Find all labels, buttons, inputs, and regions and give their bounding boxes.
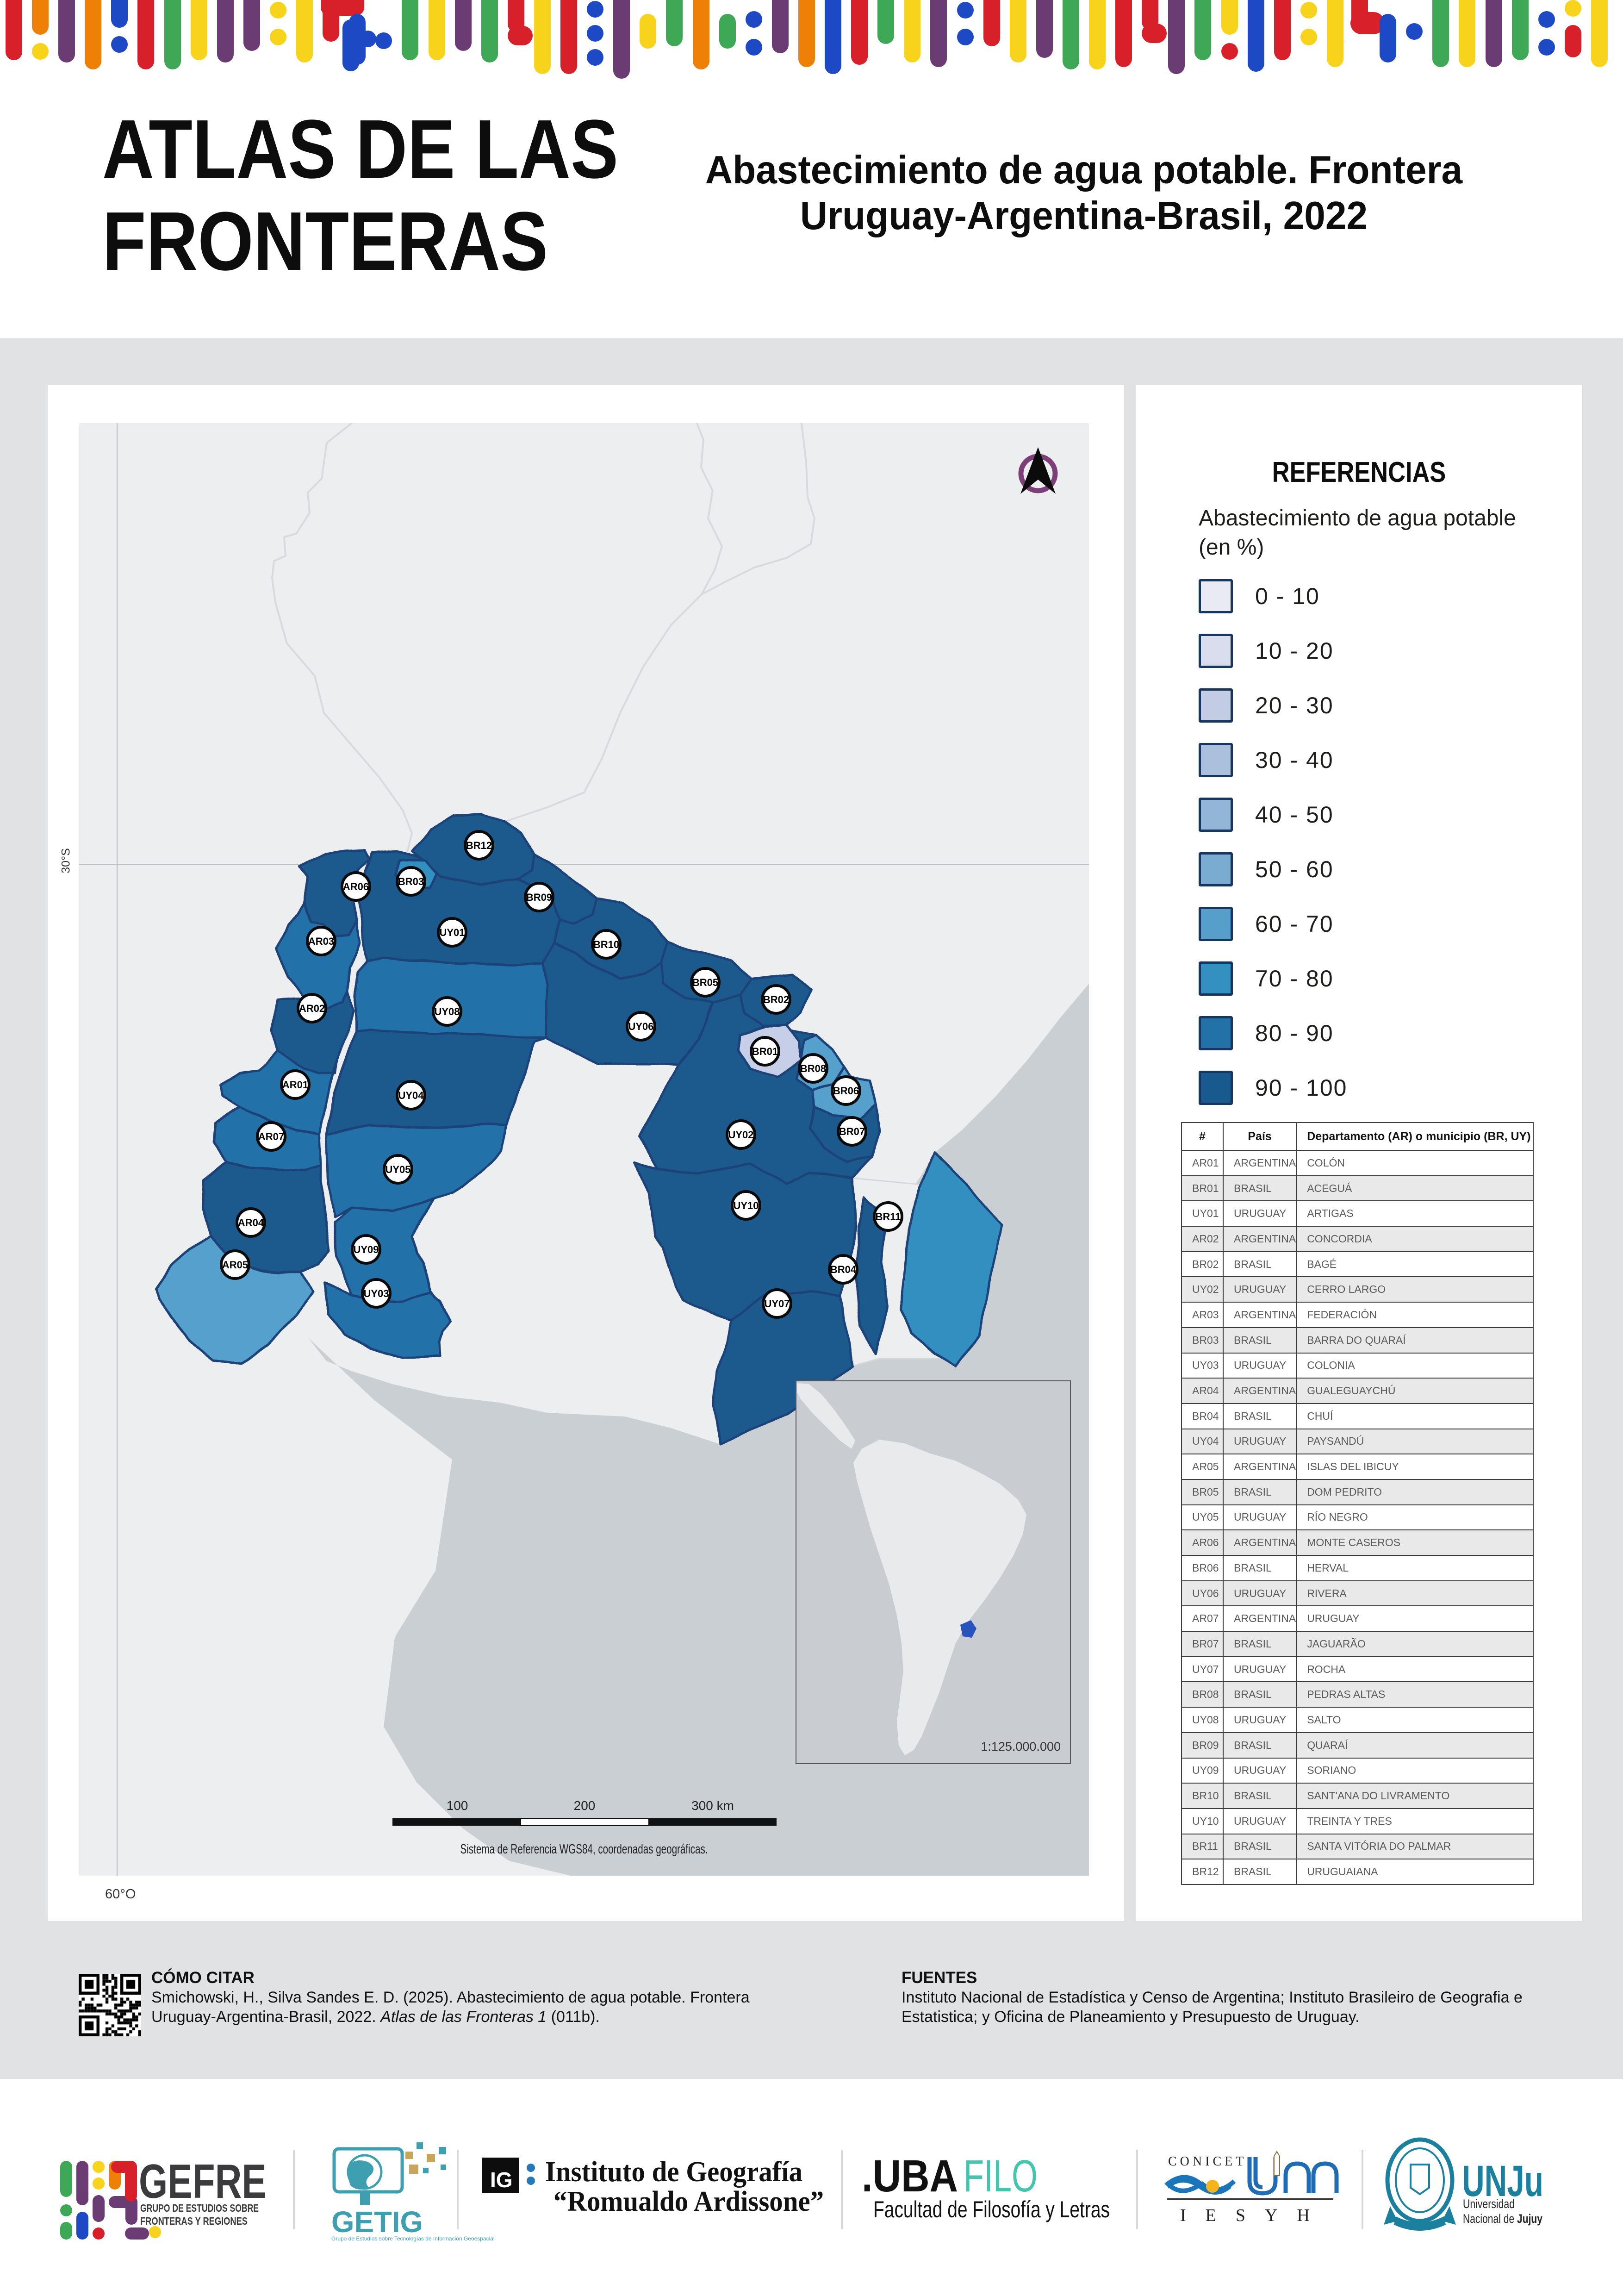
svg-text:CONICET: CONICET <box>1168 2154 1247 2169</box>
svg-text:FILO: FILO <box>964 2151 1038 2201</box>
svg-text:Nacional de Jujuy: Nacional de Jujuy <box>1463 2212 1542 2226</box>
svg-text:UY02: UY02 <box>728 1129 753 1141</box>
svg-text:100: 100 <box>447 1798 468 1813</box>
svg-text:BR06: BR06 <box>833 1085 859 1097</box>
svg-text:.UBA: .UBA <box>862 2151 958 2201</box>
svg-text:BR01: BR01 <box>752 1046 778 1057</box>
svg-text:BR11: BR11 <box>875 1211 901 1223</box>
svg-text:BR07: BR07 <box>839 1126 865 1137</box>
svg-text:Universidad: Universidad <box>1463 2197 1515 2211</box>
svg-text:AR07: AR07 <box>258 1131 284 1142</box>
svg-text:BR04: BR04 <box>830 1264 857 1275</box>
svg-text:AR04: AR04 <box>238 1217 264 1229</box>
svg-text:AR01: AR01 <box>282 1079 308 1091</box>
svg-text:Facultad de Filosofía y Letras: Facultad de Filosofía y Letras <box>873 2196 1110 2222</box>
svg-text:UY08: UY08 <box>434 1006 460 1017</box>
svg-text:GETIG: GETIG <box>331 2205 423 2239</box>
svg-text:BR10: BR10 <box>593 939 619 950</box>
svg-text:BR09: BR09 <box>526 892 552 903</box>
svg-text:IESYH: IESYH <box>1180 2206 1329 2225</box>
svg-text:Grupo de Estudios sobre Tecnol: Grupo de Estudios sobre Tecnologías de I… <box>331 2235 495 2242</box>
svg-text:UY07: UY07 <box>764 1298 790 1310</box>
svg-text:UY01: UY01 <box>439 927 465 938</box>
svg-text:UNJu: UNJu <box>1462 2157 1543 2206</box>
svg-text:Sistema de Referencia WGS84, c: Sistema de Referencia WGS84, coordenadas… <box>460 1842 708 1857</box>
svg-text:BR03: BR03 <box>398 876 424 887</box>
svg-text:BR08: BR08 <box>800 1063 826 1074</box>
svg-text:UY04: UY04 <box>398 1090 424 1101</box>
svg-text:GRUPO DE ESTUDIOS SOBRE: GRUPO DE ESTUDIOS SOBRE <box>140 2202 259 2214</box>
svg-text:BR05: BR05 <box>692 977 718 988</box>
svg-text:FRONTERAS Y REGIONES: FRONTERAS Y REGIONES <box>140 2215 248 2227</box>
svg-text:Instituto de Geografía: Instituto de Geografía <box>545 2156 802 2188</box>
svg-text:UY10: UY10 <box>733 1200 759 1211</box>
svg-text:UY09: UY09 <box>353 1244 379 1255</box>
svg-text:IG: IG <box>490 2168 513 2192</box>
svg-text:AR03: AR03 <box>308 936 334 947</box>
svg-text:300 km: 300 km <box>691 1798 734 1813</box>
svg-text:BR02: BR02 <box>763 994 789 1005</box>
svg-text:“Romualdo Ardissone”: “Romualdo Ardissone” <box>553 2186 824 2218</box>
svg-text:AR05: AR05 <box>222 1259 248 1271</box>
svg-text:UY03: UY03 <box>363 1288 389 1299</box>
svg-text:1:125.000.000: 1:125.000.000 <box>981 1740 1061 1753</box>
svg-text:UY05: UY05 <box>385 1164 410 1175</box>
svg-text:UY06: UY06 <box>628 1021 653 1032</box>
svg-text:AR06: AR06 <box>343 881 369 892</box>
svg-text:BR12: BR12 <box>466 840 492 851</box>
svg-text:200: 200 <box>574 1798 596 1813</box>
svg-text:AR02: AR02 <box>299 1003 325 1014</box>
svg-text:GEFRE: GEFRE <box>139 2154 267 2209</box>
